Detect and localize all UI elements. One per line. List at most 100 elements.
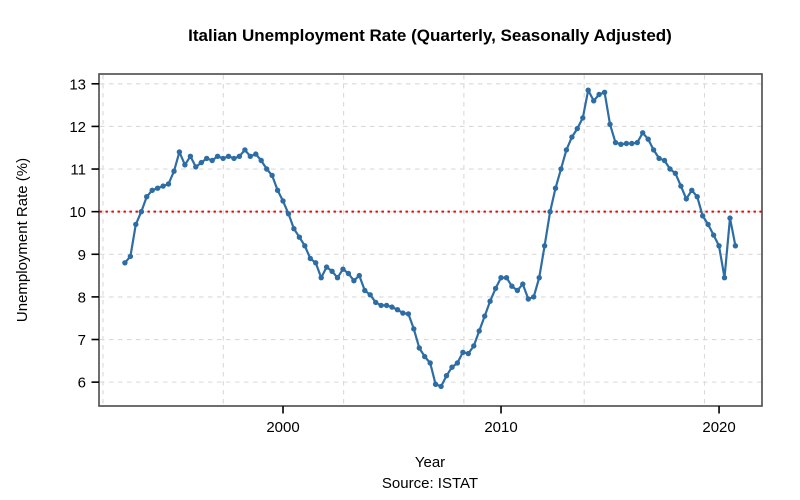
data-point: [356, 272, 362, 279]
data-point: [547, 209, 553, 215]
data-point: [661, 157, 668, 164]
x-axis: 2000 2010 2020: [266, 406, 736, 436]
data-point: [509, 283, 515, 289]
data-point: [683, 196, 689, 202]
data-point: [498, 275, 504, 281]
data-point: [258, 157, 264, 164]
data-point: [705, 221, 711, 228]
data-point: [552, 185, 559, 191]
data-point: [503, 275, 510, 281]
data-point: [193, 164, 199, 170]
data-point: [580, 115, 586, 121]
data-point: [187, 153, 194, 159]
data-point: [247, 153, 253, 159]
data-point: [394, 307, 401, 313]
data-point: [656, 155, 662, 162]
data-point: [514, 287, 521, 294]
data-point: [416, 345, 422, 351]
data-point: [133, 221, 139, 228]
y-tick-label: 13: [69, 76, 86, 93]
y-tick-label: 12: [69, 119, 86, 136]
data-point: [465, 350, 471, 357]
data-point: [389, 304, 395, 310]
data-point: [727, 215, 733, 221]
data-point: [563, 147, 570, 153]
data-point: [154, 185, 161, 191]
data-point: [362, 287, 368, 294]
data-point: [536, 275, 542, 281]
data-point: [422, 353, 428, 360]
data-point: [318, 275, 324, 281]
data-point: [525, 296, 531, 302]
y-axis: 6 7 8 9 10 11 12 13: [69, 76, 99, 392]
plot-border: [98, 73, 763, 407]
data-point: [449, 364, 455, 370]
data-point: [454, 360, 461, 366]
data-point: [607, 121, 613, 128]
data-point: [236, 153, 243, 159]
data-point: [618, 141, 624, 147]
data-point: [640, 130, 646, 136]
y-axis-title: Unemployment Rate (%): [14, 158, 31, 322]
data-point: [160, 183, 166, 189]
x-tick-label: 2010: [484, 419, 517, 436]
data-point: [427, 360, 433, 366]
data-point: [204, 155, 210, 162]
data-point: [716, 243, 722, 249]
data-point: [176, 149, 183, 155]
data-point: [291, 226, 297, 232]
data-point: [438, 383, 444, 390]
x-tick-label: 2020: [702, 419, 735, 436]
chart-title: Italian Unemployment Rate (Quarterly, Se…: [188, 26, 672, 45]
data-point: [383, 302, 390, 309]
data-point: [149, 187, 155, 193]
data-point: [264, 166, 270, 172]
data-point: [225, 153, 232, 159]
data-point: [323, 264, 330, 270]
data-point: [198, 159, 204, 166]
data-point: [531, 294, 537, 300]
data-point: [520, 281, 526, 287]
y-tick-label: 8: [78, 289, 86, 306]
y-tick-label: 11: [70, 162, 86, 179]
data-point: [487, 298, 493, 304]
data-point: [574, 125, 580, 132]
grid-layer: [100, 75, 761, 405]
data-point: [623, 140, 630, 147]
data-point: [334, 275, 341, 281]
data-point: [285, 211, 292, 217]
data-point: [209, 157, 215, 164]
data-point: [296, 234, 303, 240]
data-point: [411, 326, 417, 332]
data-point: [378, 302, 384, 309]
data-point: [182, 162, 188, 168]
data-point: [601, 89, 608, 96]
data-point: [242, 147, 248, 153]
data-point: [672, 170, 679, 176]
data-point: [700, 213, 706, 219]
y-tick-label: 10: [69, 204, 86, 221]
data-point: [220, 155, 226, 162]
data-point: [269, 172, 275, 179]
data-point: [629, 140, 635, 147]
data-point: [165, 181, 172, 187]
data-point: [171, 168, 177, 174]
data-point: [443, 373, 450, 379]
data-point: [492, 285, 499, 292]
data-point: [405, 311, 412, 317]
data-point: [645, 136, 651, 142]
data-point: [460, 349, 466, 355]
data-point: [569, 134, 575, 140]
data-point: [345, 270, 352, 277]
y-tick-label: 6: [78, 375, 86, 392]
x-tick-label: 2000: [266, 419, 299, 436]
data-series-layer: [122, 87, 739, 390]
data-point: [302, 243, 308, 249]
data-point: [231, 155, 237, 162]
data-point: [214, 153, 221, 159]
data-point: [253, 151, 259, 157]
data-point: [400, 310, 406, 316]
data-point: [313, 260, 319, 266]
